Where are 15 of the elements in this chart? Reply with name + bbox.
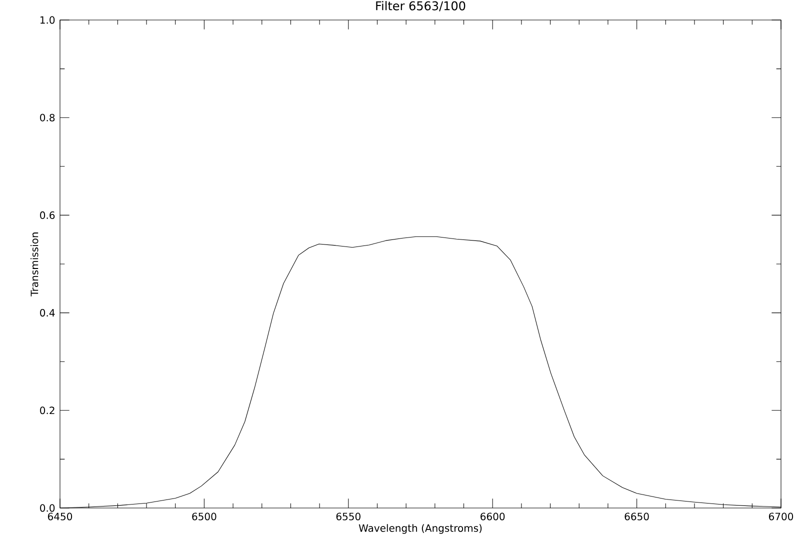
chart-title: Filter 6563/100 — [376, 1, 466, 12]
y-tick-label: 0.4 — [40, 309, 55, 317]
y-axis-title: Transmission — [30, 232, 38, 296]
y-tick-label: 1.0 — [40, 16, 55, 24]
x-axis-title: Wavelength (Angstroms) — [358, 524, 482, 534]
y-tick-label: 0.6 — [40, 211, 55, 219]
x-tick-label: 6550 — [336, 512, 360, 520]
x-tick-label: 6500 — [192, 512, 216, 520]
x-tick-label: 6650 — [624, 512, 649, 520]
x-tick-label: 6600 — [480, 512, 505, 520]
y-tick-label: 0.8 — [40, 114, 55, 122]
x-tick-label: 6700 — [768, 512, 794, 520]
y-tick-label: 0.2 — [40, 406, 54, 414]
x-tick-label: 6450 — [48, 512, 72, 520]
y-tick-label: 0.0 — [40, 504, 55, 512]
